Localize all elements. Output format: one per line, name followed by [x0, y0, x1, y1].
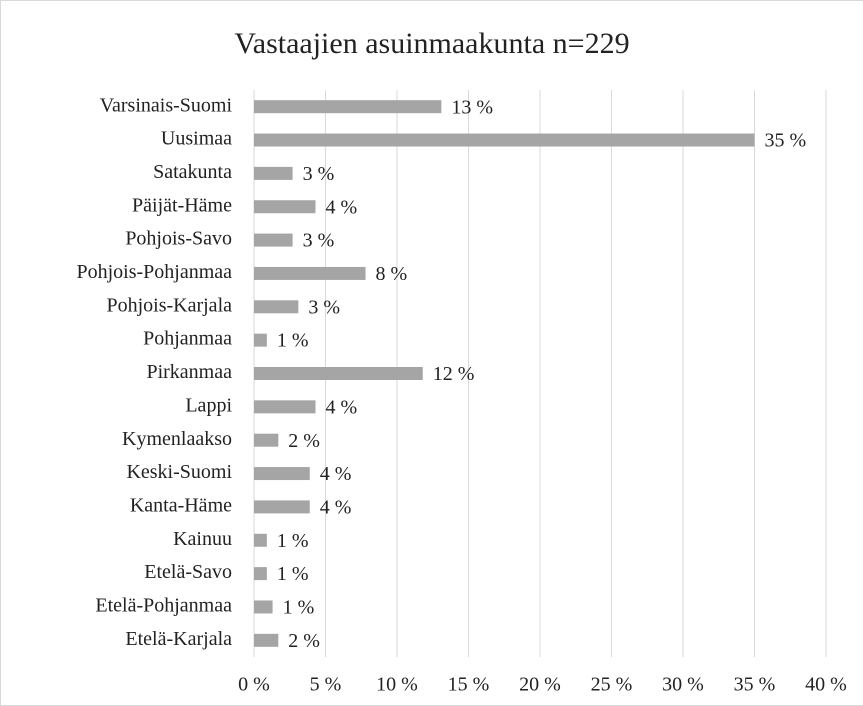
y-tick-label: Pohjois-Pohjanmaa [76, 261, 232, 283]
x-tick-label: 35 % [734, 674, 776, 696]
data-label: 1 % [277, 530, 309, 552]
x-tick-label: 0 % [238, 674, 270, 696]
data-label: 4 % [325, 396, 357, 418]
bar [254, 600, 273, 614]
bar [254, 567, 267, 581]
bar [254, 233, 293, 247]
y-tick-label: Kainuu [173, 528, 232, 550]
data-label: 8 % [376, 263, 408, 285]
y-tick-label: Pohjois-Karjala [106, 294, 232, 316]
bar [254, 100, 442, 114]
bar [254, 633, 279, 647]
x-tick-label: 25 % [591, 674, 633, 696]
data-label: 2 % [288, 630, 320, 652]
y-tick-label: Etelä-Pohjanmaa [95, 595, 232, 617]
bar [254, 400, 316, 414]
y-tick-label: Kanta-Häme [130, 495, 232, 517]
x-tick-label: 30 % [662, 674, 704, 696]
bar [254, 533, 267, 547]
bar [254, 500, 310, 514]
x-tick-label: 15 % [448, 674, 490, 696]
chart-title: Vastaajien asuinmaakunta n=229 [234, 27, 629, 60]
x-tick-label: 10 % [376, 674, 418, 696]
y-tick-label: Lappi [185, 394, 232, 416]
bar [254, 467, 310, 481]
data-label: 3 % [303, 230, 335, 252]
data-label: 1 % [277, 330, 309, 352]
x-tick-label: 20 % [519, 674, 561, 696]
data-label: 3 % [308, 296, 340, 318]
data-label: 12 % [433, 363, 475, 385]
y-tick-label: Varsinais-Suomi [100, 94, 233, 116]
data-label: 2 % [288, 430, 320, 452]
data-label: 1 % [277, 563, 309, 585]
y-tick-label: Etelä-Savo [144, 561, 232, 583]
data-label: 1 % [283, 597, 315, 619]
bar [254, 133, 755, 147]
y-tick-label: Pohjanmaa [143, 328, 232, 350]
x-tick-label: 40 % [805, 674, 847, 696]
y-tick-label: Pirkanmaa [146, 361, 232, 383]
bar [254, 200, 316, 214]
data-label: 35 % [765, 130, 807, 152]
bar [254, 367, 423, 380]
y-tick-label: Keski-Suomi [126, 461, 232, 483]
bar [254, 266, 366, 280]
bar [254, 300, 299, 314]
y-tick-label: Uusimaa [161, 128, 232, 150]
bar [254, 166, 293, 180]
y-tick-label: Pohjois-Savo [125, 228, 232, 250]
data-label: 3 % [303, 163, 335, 185]
data-label: 4 % [320, 497, 352, 519]
data-label: 4 % [325, 196, 357, 218]
y-tick-label: Kymenlaakso [122, 428, 232, 450]
y-tick-label: Etelä-Karjala [125, 628, 232, 650]
data-label: 13 % [451, 96, 493, 118]
bar [254, 333, 267, 347]
bar [254, 433, 279, 447]
y-tick-label: Päijät-Häme [132, 194, 232, 216]
x-tick-label: 5 % [310, 674, 342, 696]
y-tick-label: Satakunta [153, 161, 232, 183]
data-label: 4 % [320, 463, 352, 485]
